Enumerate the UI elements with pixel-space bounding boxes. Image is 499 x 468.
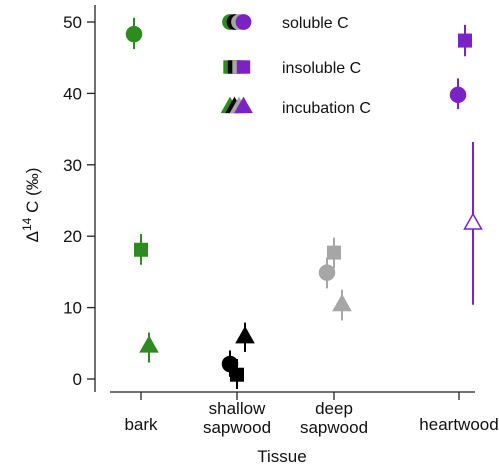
series-insoluble-C	[134, 24, 472, 389]
axes	[87, 5, 475, 400]
square-point	[230, 367, 244, 382]
triangle-point	[139, 335, 159, 353]
legend-entry: soluble C	[222, 14, 349, 32]
x-tick-label: bark	[124, 415, 158, 434]
x-tick-labels: bark shallow sapwood deep sapwood heartwood	[124, 399, 498, 437]
legend: soluble C insoluble C incubation C	[220, 14, 371, 117]
y-tick-labels: 0 10 20 30 40 50	[63, 13, 82, 389]
series-incubation-C	[139, 141, 483, 363]
legend-label: soluble C	[282, 15, 349, 32]
x-axis-title: Tissue	[257, 447, 306, 466]
triangle-point	[235, 326, 255, 344]
legend-entry: insoluble C	[223, 60, 361, 77]
y-tick-label: 10	[63, 299, 82, 318]
data-marks	[125, 17, 483, 389]
circle-point	[125, 25, 143, 43]
square-point	[458, 33, 472, 48]
circle-point	[318, 264, 336, 281]
series-soluble-C	[125, 17, 467, 377]
y-tick-label: 30	[63, 156, 82, 175]
y-tick-label: 0	[73, 370, 82, 389]
triangle-point	[463, 212, 483, 230]
legend-label: incubation C	[282, 100, 371, 117]
y-tick-label: 20	[63, 227, 82, 246]
x-tick-label: shallow sapwood	[203, 399, 271, 437]
legend-entry: incubation C	[220, 96, 371, 117]
square-point	[327, 245, 341, 260]
legend-label: insoluble C	[282, 60, 361, 77]
y-tick-label: 40	[63, 84, 82, 103]
legend-marker-circle	[235, 14, 252, 30]
y-axis-title: Δ14 C (‰)	[20, 168, 42, 243]
legend-marker-triangle	[234, 96, 253, 114]
square-point	[134, 242, 148, 257]
y-tick-label: 50	[63, 13, 82, 32]
x-tick-label: heartwood	[419, 415, 498, 434]
circle-point	[449, 86, 467, 104]
x-tick-label: deep sapwood	[300, 399, 368, 437]
legend-marker-square	[236, 60, 251, 74]
triangle-point	[332, 293, 352, 312]
